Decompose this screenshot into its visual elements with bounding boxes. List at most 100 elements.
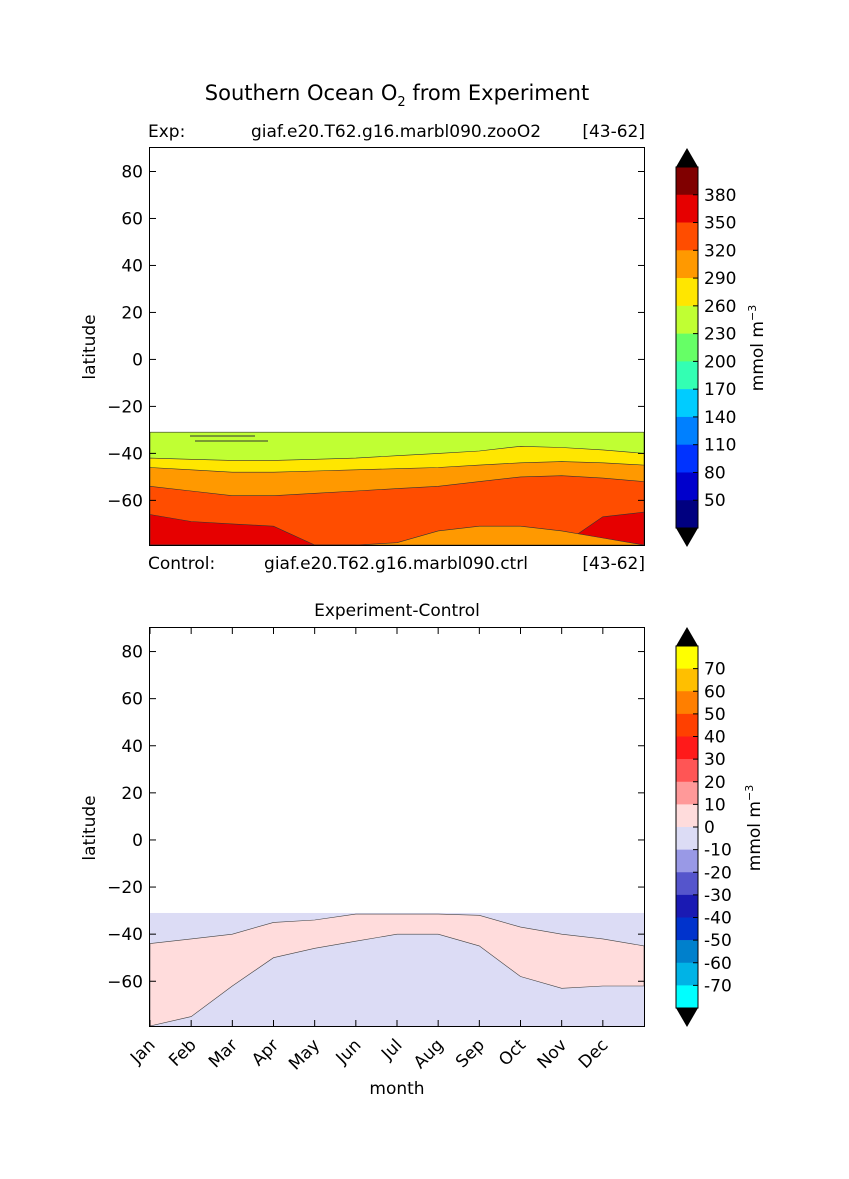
colorbar-swatch bbox=[676, 827, 698, 850]
colorbar-swatch bbox=[676, 691, 698, 715]
colorbar-extend-min bbox=[676, 1008, 698, 1027]
exp-header-right: [43-62] bbox=[582, 122, 645, 142]
colorbar-tick-label: 110 bbox=[704, 436, 736, 456]
x-tick-label: Sep bbox=[452, 1035, 489, 1072]
colorbar-swatch bbox=[676, 962, 698, 986]
colorbar-tick-label: 80 bbox=[704, 463, 726, 483]
experiment-panel: Exp: giaf.e20.T62.g16.marbl090.zooO2 [43… bbox=[80, 122, 768, 574]
experiment-plot-frame bbox=[149, 147, 645, 546]
colorbar-extend-max bbox=[676, 627, 698, 646]
colorbar-swatch bbox=[676, 416, 698, 445]
x-tick-label: Nov bbox=[534, 1035, 572, 1073]
colorbar-tick-label: 10 bbox=[704, 795, 726, 815]
colorbar-tick-label: 350 bbox=[704, 214, 736, 234]
colorbar-swatch bbox=[676, 167, 698, 196]
colorbar-tick-label: 290 bbox=[704, 269, 736, 289]
y-tick-label: −60 bbox=[107, 972, 143, 992]
colorbar-swatch bbox=[676, 849, 698, 873]
colorbar-tick-label: -60 bbox=[704, 954, 732, 974]
y-tick-label: −40 bbox=[107, 444, 143, 464]
x-tick-label: Oct bbox=[495, 1035, 530, 1070]
difference-plot-frame bbox=[149, 627, 645, 1027]
colorbar-tick-label: -50 bbox=[704, 931, 732, 951]
x-tick-label: Mar bbox=[205, 1035, 242, 1072]
y-tick-label: 60 bbox=[121, 690, 143, 710]
colorbar-tick-label: 20 bbox=[704, 773, 726, 793]
colorbar-swatch bbox=[676, 389, 698, 418]
x-tick-label: May bbox=[285, 1035, 324, 1074]
colorbar-swatch bbox=[676, 444, 698, 473]
colorbar-swatch bbox=[676, 333, 698, 362]
colorbar-tick-label: -30 bbox=[704, 886, 732, 906]
y-tick-label: 20 bbox=[121, 303, 143, 323]
exp-header-left: Exp: bbox=[148, 122, 185, 142]
colorbar-tick-label: 60 bbox=[704, 682, 726, 702]
colorbar-tick-label: 40 bbox=[704, 728, 726, 748]
y-tick-label: −60 bbox=[107, 491, 143, 511]
colorbar-swatch bbox=[676, 759, 698, 783]
colorbar-swatch bbox=[676, 472, 698, 501]
colorbar-swatch bbox=[676, 985, 698, 1009]
y-tick-label: 0 bbox=[132, 831, 143, 851]
difference-colorbar-label: mmol m−3 bbox=[743, 785, 765, 871]
colorbar-swatch bbox=[676, 250, 698, 279]
colorbar-extend-min bbox=[676, 528, 698, 547]
difference-panel: Experiment-Control 80 60 40 20 0 −20 −40 −60 Ja… bbox=[80, 601, 765, 1099]
y-tick-label: 40 bbox=[121, 256, 143, 276]
colorbar-swatch bbox=[676, 194, 698, 223]
colorbar-tick-label: -20 bbox=[704, 863, 732, 883]
x-tick-label: Feb bbox=[165, 1035, 200, 1070]
colorbar-swatch bbox=[676, 713, 698, 737]
colorbar-swatch bbox=[676, 646, 698, 669]
experiment-y-axis: 80 60 40 20 0 −20 −40 −60 bbox=[107, 162, 644, 511]
y-tick-label: 80 bbox=[121, 643, 143, 663]
y-tick-label: 60 bbox=[121, 209, 143, 229]
y-tick-label: −40 bbox=[107, 925, 143, 945]
colorbar-tick-label: 200 bbox=[704, 352, 736, 372]
difference-contour-fills bbox=[149, 912, 645, 1027]
difference-title: Experiment-Control bbox=[314, 601, 480, 621]
colorbar-tick-label: 50 bbox=[704, 491, 726, 511]
y-tick-label: 0 bbox=[132, 350, 143, 370]
y-tick-label: 80 bbox=[121, 162, 143, 182]
difference-y-axis: 80 60 40 20 0 −20 −40 −60 bbox=[107, 643, 644, 992]
colorbar-tick-label: 260 bbox=[704, 297, 736, 317]
y-tick-label: 20 bbox=[121, 784, 143, 804]
colorbar-swatch bbox=[676, 305, 698, 334]
figure-title: Southern Ocean O2 from Experiment bbox=[205, 81, 589, 110]
exp-header-center: giaf.e20.T62.g16.marbl090.zooO2 bbox=[251, 122, 541, 142]
x-tick-label: Jul bbox=[377, 1035, 406, 1064]
colorbar-tick-label: 70 bbox=[704, 660, 726, 680]
experiment-colorbar: 380 350 320 290 260 230 200 170 140 110 80 50 bbox=[675, 148, 736, 547]
y-tick-label: 40 bbox=[121, 737, 143, 757]
colorbar-swatch bbox=[676, 781, 698, 805]
colorbar-swatch bbox=[676, 804, 698, 828]
x-tick-label: Jun bbox=[332, 1035, 366, 1069]
colorbar-swatch bbox=[676, 668, 698, 692]
experiment-ylabel: latitude bbox=[80, 314, 100, 379]
colorbar-extend-max bbox=[676, 148, 698, 167]
colorbar-swatch bbox=[676, 894, 698, 918]
colorbar-swatch bbox=[676, 872, 698, 896]
x-tick-label: Apr bbox=[248, 1035, 283, 1070]
colorbar-frame bbox=[675, 166, 699, 529]
colorbar-swatch bbox=[676, 736, 698, 760]
colorbar-tick-label: -70 bbox=[704, 976, 732, 996]
y-tick-label: −20 bbox=[107, 878, 143, 898]
difference-xlabel: month bbox=[369, 1079, 424, 1099]
colorbar-tick-label: 230 bbox=[704, 325, 736, 345]
colorbar-swatch bbox=[676, 917, 698, 941]
experiment-colorbar-label: mmol m−3 bbox=[746, 305, 768, 391]
colorbar-tick-label: 320 bbox=[704, 241, 736, 261]
colorbar-tick-label: -10 bbox=[704, 841, 732, 861]
control-footer-left: Control: bbox=[148, 554, 215, 574]
difference-ylabel: latitude bbox=[80, 795, 100, 860]
colorbar-tick-label: 50 bbox=[704, 705, 726, 725]
x-tick-label: Dec bbox=[575, 1035, 612, 1072]
colorbar-tick-label: 140 bbox=[704, 408, 736, 428]
colorbar-swatch bbox=[676, 222, 698, 251]
colorbar-tick-label: 0 bbox=[704, 818, 715, 838]
colorbar-tick-label: 380 bbox=[704, 186, 736, 206]
